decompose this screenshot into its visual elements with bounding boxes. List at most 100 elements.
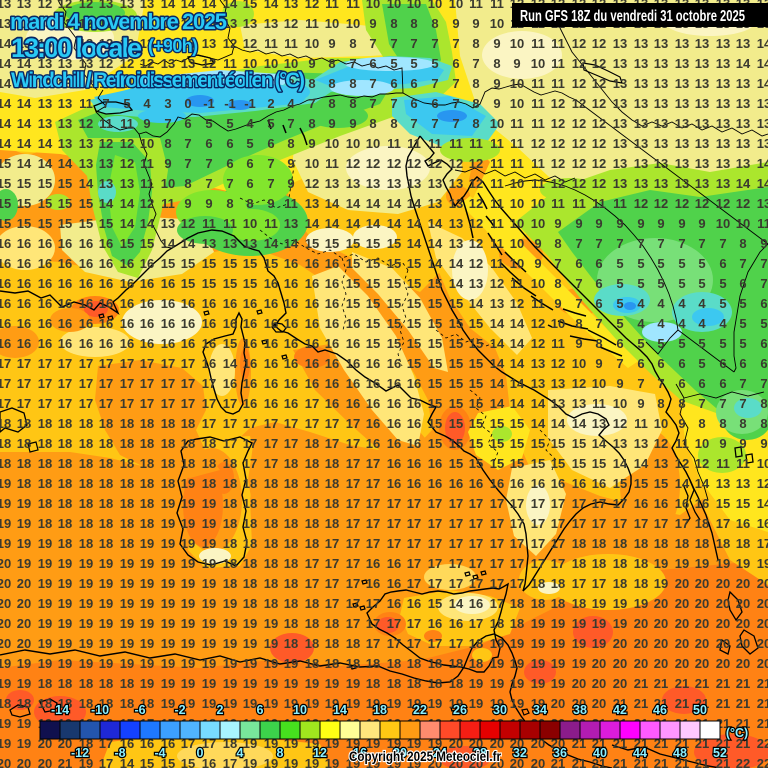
svg-text:16: 16 [449,616,463,631]
svg-text:18: 18 [79,536,93,551]
svg-text:16: 16 [264,336,278,351]
svg-text:19: 19 [243,656,257,671]
svg-text:15: 15 [325,236,339,251]
svg-text:13: 13 [695,136,709,151]
svg-text:9: 9 [184,196,191,211]
svg-text:17: 17 [346,496,360,511]
svg-text:18: 18 [572,596,586,611]
svg-text:19: 19 [243,636,257,651]
svg-text:18: 18 [284,636,298,651]
svg-text:17: 17 [99,396,113,411]
svg-text:10: 10 [325,16,339,31]
svg-text:9: 9 [513,56,520,71]
svg-text:13: 13 [736,76,750,91]
svg-text:6: 6 [246,176,253,191]
svg-text:15: 15 [428,436,442,451]
svg-text:11: 11 [325,156,339,171]
svg-text:20: 20 [17,756,31,768]
svg-text:20: 20 [449,756,463,768]
svg-text:9: 9 [719,436,726,451]
svg-text:12: 12 [592,56,606,71]
svg-text:16: 16 [634,496,648,511]
svg-text:20: 20 [0,596,11,611]
svg-text:13: 13 [736,36,750,51]
svg-text:13: 13 [181,56,195,71]
svg-text:12: 12 [313,746,327,760]
svg-text:16: 16 [99,276,113,291]
svg-text:18: 18 [634,556,648,571]
svg-text:14: 14 [366,196,381,211]
svg-text:19: 19 [223,616,237,631]
svg-text:12: 12 [243,36,257,51]
svg-text:6: 6 [205,136,212,151]
svg-text:0: 0 [184,96,191,111]
svg-text:12: 12 [99,136,113,151]
svg-text:18: 18 [202,436,216,451]
svg-text:10: 10 [325,136,339,151]
svg-text:18: 18 [202,476,216,491]
svg-text:18: 18 [140,476,154,491]
svg-text:21: 21 [572,736,586,751]
svg-text:13: 13 [634,436,648,451]
svg-text:17: 17 [161,376,175,391]
svg-text:16: 16 [140,296,154,311]
svg-text:18: 18 [140,416,154,431]
svg-text:13: 13 [161,56,175,71]
svg-text:12: 12 [490,276,504,291]
svg-text:11: 11 [325,0,339,11]
svg-text:17: 17 [346,576,360,591]
svg-text:9: 9 [698,216,705,231]
svg-text:14: 14 [736,176,751,191]
svg-text:20: 20 [654,596,668,611]
svg-text:13: 13 [675,36,689,51]
svg-text:9: 9 [493,36,500,51]
svg-text:18: 18 [634,536,648,551]
svg-text:6: 6 [267,136,274,151]
svg-text:13: 13 [346,176,360,191]
svg-text:11: 11 [99,76,113,91]
svg-text:13: 13 [654,116,668,131]
svg-text:12: 12 [346,156,360,171]
svg-text:14: 14 [17,96,32,111]
svg-text:17: 17 [366,516,380,531]
svg-text:12: 12 [79,16,93,31]
svg-text:12: 12 [140,196,154,211]
svg-text:19: 19 [407,736,421,751]
svg-text:18: 18 [284,496,298,511]
svg-text:13: 13 [120,16,134,31]
svg-text:18: 18 [449,656,463,671]
svg-text:17: 17 [58,356,72,371]
svg-text:19: 19 [140,556,154,571]
svg-text:9: 9 [287,176,294,191]
svg-text:15: 15 [428,596,442,611]
svg-text:13: 13 [551,396,565,411]
svg-text:19: 19 [305,696,319,711]
svg-text:6: 6 [184,116,191,131]
svg-text:34: 34 [533,703,547,717]
svg-text:19: 19 [161,656,175,671]
svg-text:7: 7 [431,116,438,131]
svg-text:17: 17 [325,596,339,611]
svg-text:19: 19 [202,696,216,711]
svg-text:16: 16 [325,336,339,351]
svg-text:9: 9 [534,236,541,251]
svg-text:17: 17 [17,376,31,391]
svg-text:7: 7 [267,176,274,191]
svg-text:16: 16 [428,616,442,631]
svg-text:6: 6 [719,376,726,391]
svg-text:16: 16 [346,316,360,331]
svg-text:15: 15 [181,756,195,768]
svg-text:9: 9 [760,436,767,451]
svg-text:13: 13 [613,176,627,191]
svg-text:12: 12 [469,216,483,231]
svg-text:18: 18 [38,516,52,531]
svg-text:36: 36 [553,746,567,760]
svg-text:19: 19 [140,636,154,651]
svg-text:7: 7 [164,116,171,131]
svg-text:9: 9 [595,216,602,231]
svg-text:19: 19 [181,616,195,631]
svg-text:16: 16 [407,416,421,431]
svg-text:17: 17 [325,416,339,431]
svg-text:5: 5 [760,316,767,331]
svg-text:19: 19 [387,696,401,711]
